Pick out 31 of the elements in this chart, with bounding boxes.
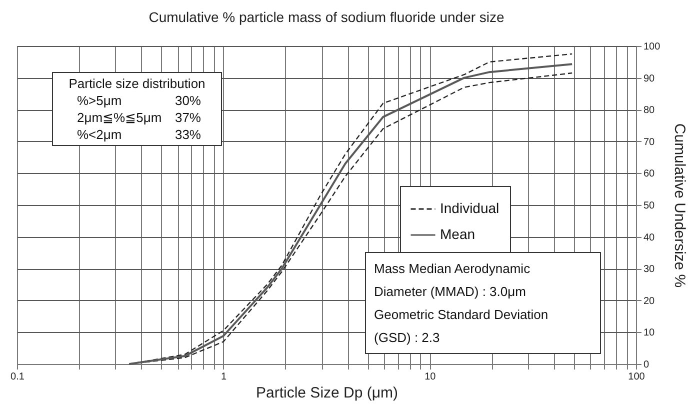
x-axis-title: Particle Size Dp (μm) [256, 384, 398, 402]
y-tick-label: 0 [644, 360, 650, 370]
legend-label: Mean [440, 226, 476, 242]
y-tick-label: 40 [644, 232, 656, 244]
y-tick-label: 60 [644, 168, 656, 180]
annotation: (GSD) : 2.3 [374, 329, 441, 347]
x-tick-label: 1 [221, 372, 228, 382]
annotation: %>5μm [77, 93, 122, 108]
annotation: Mass Median Aerodynamic [374, 260, 532, 278]
annotation: Diameter (MMAD) : 3.0μm [374, 283, 527, 301]
y-tick-label: 30 [644, 264, 656, 276]
y-axis-title: Cumulative Undersize % [671, 123, 688, 288]
annotation: %<2μm [77, 127, 122, 142]
y-tick-label: 90 [644, 73, 656, 84]
y-tick-label: 20 [644, 296, 656, 307]
x-tick-label: 10 [424, 372, 436, 382]
y-tick-label: 70 [644, 136, 656, 148]
x-tick-label: 100 [628, 372, 646, 382]
y-tick-label: 100 [644, 42, 661, 52]
annotation: Particle size distribution [68, 76, 206, 91]
x-tick-label: 0.1 [10, 372, 25, 382]
chart-title: Cumulative % particle mass of sodium fluoride under size [148, 9, 505, 25]
annotation: Geometric Standard Deviation [374, 306, 550, 324]
annotation: 37% [174, 110, 201, 125]
y-tick-label: 80 [644, 105, 656, 116]
annotation: 33% [174, 127, 201, 142]
y-tick-label: 50 [644, 200, 656, 212]
legend-label: Individual [440, 200, 500, 216]
annotation: 2μm≦%≦5μm [77, 110, 162, 125]
annotation: 30% [174, 93, 201, 108]
y-tick-label: 10 [644, 328, 656, 339]
